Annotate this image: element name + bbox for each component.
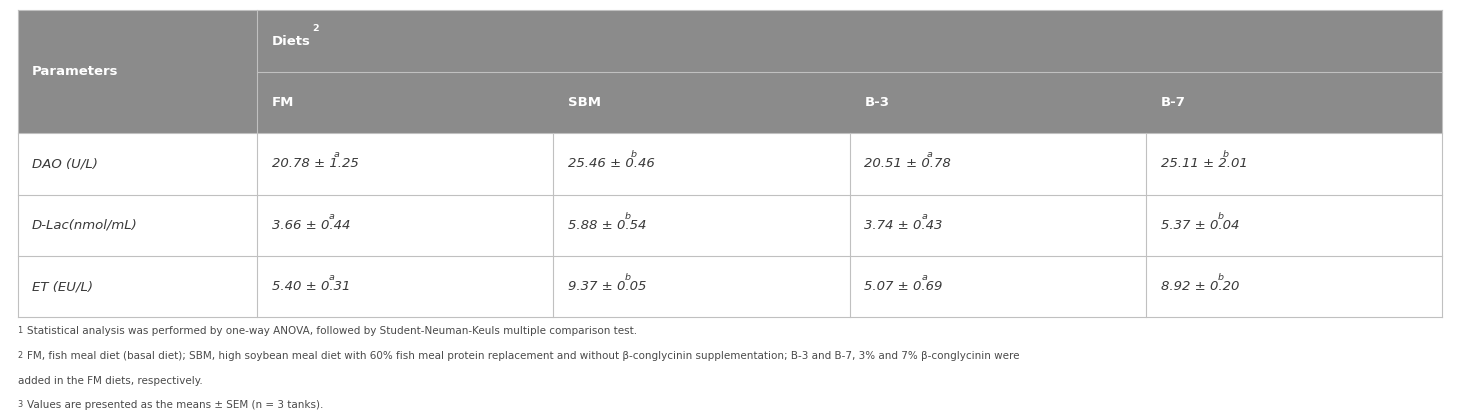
Text: Parameters: Parameters	[32, 65, 118, 78]
Text: b: b	[1218, 212, 1223, 221]
Bar	[257, 72, 553, 133]
Text: ET (EU/L): ET (EU/L)	[32, 280, 93, 293]
Text: 25.46 ± 0.46: 25.46 ± 0.46	[568, 157, 654, 171]
Text: a: a	[328, 273, 334, 282]
Text: added in the FM diets, respectively.: added in the FM diets, respectively.	[18, 376, 203, 386]
Text: a: a	[921, 273, 927, 282]
Text: 5.40 ± 0.31: 5.40 ± 0.31	[272, 280, 350, 293]
Text: b: b	[631, 150, 637, 159]
Text: 3: 3	[18, 400, 23, 410]
Text: D-Lac(nmol/mL): D-Lac(nmol/mL)	[32, 219, 137, 232]
Text: a: a	[328, 212, 334, 221]
Text: 2: 2	[18, 351, 23, 360]
Bar	[18, 256, 1442, 317]
Text: FM, fish meal diet (basal diet); SBM, high soybean meal diet with 60% fish meal : FM, fish meal diet (basal diet); SBM, hi…	[26, 351, 1019, 361]
Text: a: a	[921, 212, 927, 221]
Text: 25.11 ± 2.01: 25.11 ± 2.01	[1161, 157, 1247, 171]
Text: b: b	[625, 212, 631, 221]
Text: 5.88 ± 0.54: 5.88 ± 0.54	[568, 219, 647, 232]
Text: FM: FM	[272, 96, 293, 109]
Text: b: b	[625, 273, 631, 282]
Text: 3.66 ± 0.44: 3.66 ± 0.44	[272, 219, 350, 232]
Text: b: b	[1218, 273, 1223, 282]
Bar	[257, 10, 1442, 72]
Text: DAO (U/L): DAO (U/L)	[32, 157, 98, 171]
Text: 5.37 ± 0.04: 5.37 ± 0.04	[1161, 219, 1240, 232]
Text: 20.51 ± 0.78: 20.51 ± 0.78	[864, 157, 950, 171]
Text: B-3: B-3	[864, 96, 889, 109]
Text: 20.78 ± 1.25: 20.78 ± 1.25	[272, 157, 358, 171]
Text: 1: 1	[18, 326, 23, 335]
Text: Diets: Diets	[272, 34, 311, 48]
Text: Values are presented as the means ± SEM (n = 3 tanks).: Values are presented as the means ± SEM …	[26, 400, 323, 410]
Text: a: a	[927, 150, 933, 159]
Text: 5.07 ± 0.69: 5.07 ± 0.69	[864, 280, 943, 293]
Bar	[1146, 72, 1442, 133]
Text: SBM: SBM	[568, 96, 602, 109]
Bar	[18, 10, 257, 133]
Text: Statistical analysis was performed by one-way ANOVA, followed by Student-Neuman-: Statistical analysis was performed by on…	[26, 326, 637, 336]
Bar	[18, 133, 1442, 195]
Text: a: a	[334, 150, 340, 159]
Text: 8.92 ± 0.20: 8.92 ± 0.20	[1161, 280, 1240, 293]
Text: 9.37 ± 0.05: 9.37 ± 0.05	[568, 280, 647, 293]
Bar	[850, 72, 1146, 133]
Text: B-7: B-7	[1161, 96, 1186, 109]
Bar	[18, 195, 1442, 256]
Text: b: b	[1223, 150, 1229, 159]
Bar	[553, 72, 850, 133]
Text: 2: 2	[312, 24, 320, 33]
Text: 3.74 ± 0.43: 3.74 ± 0.43	[864, 219, 943, 232]
